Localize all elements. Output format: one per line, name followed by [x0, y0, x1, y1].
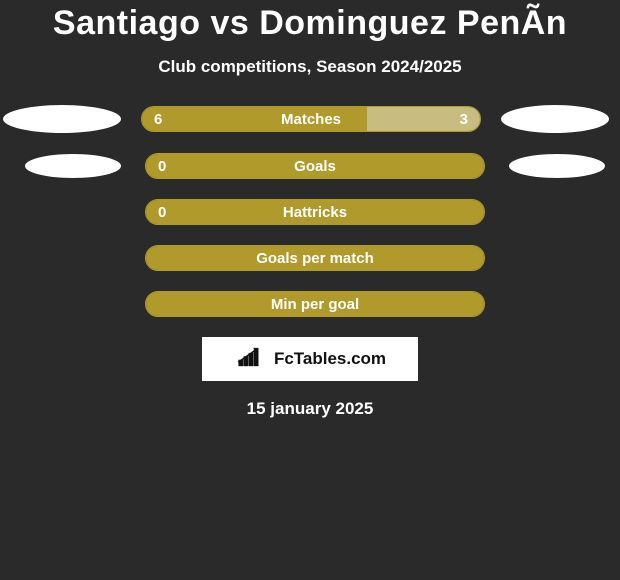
stat-row: 63Matches [0, 105, 620, 133]
stats-container: 63Matches 0Goals 0Hattricks Goals per match… [0, 105, 620, 317]
player2-name: Dominguez PenÃ­n [259, 4, 567, 42]
snapshot-date: 15 january 2025 [0, 399, 620, 419]
chart-icon [234, 345, 268, 374]
stat-row: Goals per match [0, 245, 620, 271]
stat-row: 0Hattricks [0, 199, 620, 225]
fctables-logo: FcTables.com [202, 337, 418, 381]
competition-subtitle: Club competitions, Season 2024/2025 [0, 57, 620, 77]
stat-label: Goals [146, 154, 484, 178]
stat-bar: Min per goal [145, 291, 485, 317]
stat-label: Goals per match [146, 246, 484, 270]
comparison-title: Santiago vs Dominguez PenÃ­n [0, 4, 620, 43]
stat-bar: 0Hattricks [145, 199, 485, 225]
stat-bar: 0Goals [145, 153, 485, 179]
player2-indicator [501, 105, 609, 133]
stat-bar: 63Matches [141, 106, 481, 132]
stat-bar: Goals per match [145, 245, 485, 271]
player1-indicator [25, 154, 121, 178]
stat-row: 0Goals [0, 153, 620, 179]
player1-indicator [3, 105, 121, 133]
stat-label: Matches [142, 107, 480, 131]
stat-row: Min per goal [0, 291, 620, 317]
logo-text: FcTables.com [274, 349, 386, 369]
stat-label: Hattricks [146, 200, 484, 224]
player1-name: Santiago [53, 4, 201, 42]
player2-indicator [509, 154, 605, 178]
title-vs: vs [210, 4, 249, 42]
stat-label: Min per goal [146, 292, 484, 316]
